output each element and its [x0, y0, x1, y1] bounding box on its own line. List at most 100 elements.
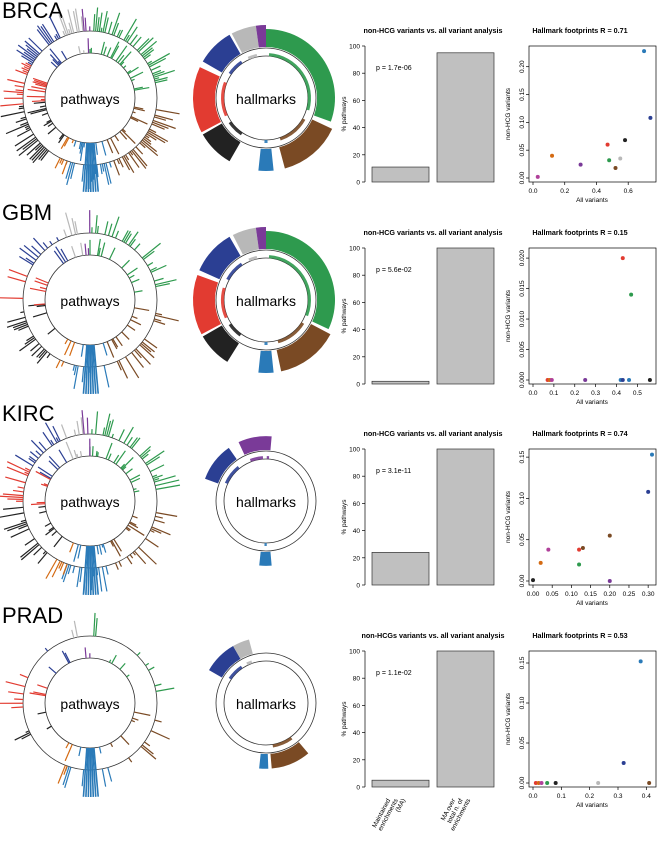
- pathway-spike: [69, 542, 74, 553]
- hallmark-inner-arc: [264, 139, 268, 143]
- pathway-spike: [155, 279, 177, 286]
- hallmark-inner-arc: [226, 262, 243, 281]
- pathway-spike: [16, 128, 32, 137]
- bar-y-tick-label: 60: [353, 98, 361, 105]
- hallmark-arc: [193, 67, 221, 133]
- pathway-spike: [39, 510, 47, 514]
- scatter-frame: [528, 448, 657, 586]
- pathway-spike: [64, 340, 72, 356]
- hallmark-arc: [258, 148, 274, 171]
- pathway-spike: [50, 439, 55, 446]
- pathway-spike: [153, 69, 175, 78]
- pathway-spike: [63, 765, 68, 775]
- pathway-spike: [139, 142, 146, 149]
- pathway-spike: [3, 90, 24, 94]
- hallmarks-wheel: [209, 639, 317, 769]
- pathway-spike: [123, 65, 127, 69]
- hallmark-inner-arc: [266, 456, 270, 460]
- scatter-frame: [528, 650, 657, 788]
- bar-y-tick-label: 20: [353, 152, 361, 159]
- pathway-spike: [79, 567, 83, 583]
- bar-y-tick-label: 100: [349, 246, 360, 253]
- pathway-spike: [122, 128, 126, 133]
- hallmark-inner-arc: [228, 665, 243, 680]
- pathway-spike: [90, 344, 95, 394]
- hallmarks-wheel: [205, 436, 317, 566]
- pathway-spike: [81, 164, 85, 182]
- pathway-spike: [128, 152, 140, 168]
- pathway-spike: [21, 55, 34, 64]
- pathway-spike: [101, 544, 104, 548]
- pathway-spike: [55, 437, 60, 443]
- pathway-spike: [16, 136, 37, 152]
- hallmarks-wheel: [193, 227, 336, 373]
- pathway-spike: [115, 450, 126, 465]
- pathway-spike: [129, 34, 138, 45]
- pathway-spike: [154, 116, 167, 121]
- pathway-spike: [25, 730, 30, 733]
- pathway-spike: [31, 100, 46, 103]
- pathway-spike: [139, 445, 152, 457]
- pathway-spike: [61, 160, 68, 175]
- pathway-spike: [100, 41, 105, 55]
- pathway-spike: [105, 442, 113, 460]
- pathway-spike: [31, 86, 46, 91]
- pathway-spike: [130, 71, 144, 79]
- pathway-spike: [70, 163, 76, 180]
- bar-chart: non-HCG variants vs. all variant analysi…: [341, 429, 503, 590]
- bar-chart: non-HCGs variants vs. all variant analys…: [341, 631, 505, 832]
- bar-y-tick-label: 0: [356, 785, 360, 792]
- scatter-y-tick-label: 0.05: [519, 736, 526, 749]
- pathway-spike: [34, 79, 48, 86]
- bar: [371, 779, 430, 788]
- pathway-spike: [77, 544, 82, 559]
- bar-y-tick-label: 40: [353, 730, 361, 737]
- pathway-spike: [155, 479, 180, 487]
- pathway-spike: [26, 48, 38, 58]
- pathway-spike: [126, 526, 131, 531]
- pathway-spike: [153, 477, 160, 481]
- pathway-spike: [131, 437, 141, 449]
- hallmark-arc: [193, 275, 221, 335]
- pathway-spike: [30, 503, 46, 506]
- pathway-spike: [155, 283, 170, 288]
- pathway-spike: [23, 245, 39, 258]
- hallmark-arc: [199, 236, 241, 280]
- pathway-spike: [154, 114, 174, 121]
- pathway-spike: [152, 474, 163, 480]
- pathway-spike: [113, 22, 120, 36]
- scatter-x-tick-label: 0.20: [603, 591, 616, 598]
- pathway-spike: [131, 78, 135, 82]
- pathway-spike: [55, 246, 67, 263]
- hallmark-arc: [258, 350, 274, 373]
- pathway-spike: [96, 545, 100, 555]
- pathway-spike: [95, 7, 99, 32]
- pathway-spike: [33, 101, 46, 104]
- pathway-spike: [38, 149, 48, 161]
- pathway-spike: [45, 527, 55, 536]
- pathway-spike: [52, 59, 60, 67]
- pathway-spike: [17, 44, 37, 59]
- pathway-spike: [32, 77, 48, 84]
- pathway-spike: [131, 719, 135, 723]
- pathway-spike: [36, 29, 50, 46]
- pathway-spike: [101, 163, 105, 172]
- bar-pvalue: p = 3.1e-11: [376, 468, 411, 475]
- pathway-spike: [62, 30, 66, 37]
- pathway-spike: [104, 413, 111, 436]
- pathway-spike: [116, 158, 120, 165]
- hallmark-inner-arc: [228, 323, 242, 337]
- pathway-spike: [46, 119, 52, 123]
- pathway-spike: [104, 221, 109, 235]
- pathway-spike: [138, 546, 157, 565]
- hallmarks-label: hallmarks: [236, 293, 296, 309]
- pathway-spike: [87, 747, 91, 797]
- pathway-spike: [52, 425, 61, 442]
- pathway-spike: [81, 410, 85, 435]
- pathway-spike: [132, 111, 136, 114]
- hallmark-arc: [202, 34, 241, 73]
- bar-y-tick-label: 0: [356, 180, 360, 187]
- pathway-spike: [29, 692, 46, 697]
- pathway-spike: [128, 757, 133, 763]
- pathway-spike: [101, 141, 107, 156]
